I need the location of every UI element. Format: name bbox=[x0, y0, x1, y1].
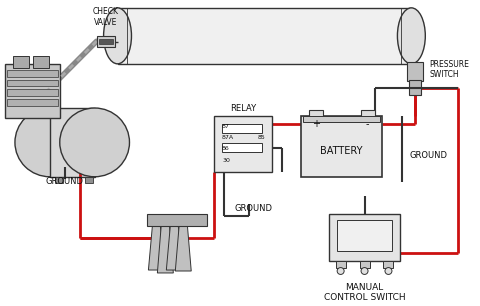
Text: PRESSURE
SWITCH: PRESSURE SWITCH bbox=[429, 60, 469, 80]
Bar bbox=[50, 108, 95, 177]
Text: 86: 86 bbox=[222, 146, 230, 151]
Text: 30: 30 bbox=[222, 158, 230, 162]
Bar bbox=[98, 39, 112, 44]
Bar bbox=[96, 36, 115, 47]
Bar bbox=[55, 177, 63, 183]
Bar bbox=[408, 62, 423, 81]
Text: MANUAL
CONTROL SWITCH: MANUAL CONTROL SWITCH bbox=[324, 283, 406, 302]
Bar bbox=[222, 124, 262, 132]
Bar bbox=[7, 99, 58, 106]
Bar bbox=[309, 110, 323, 118]
Bar bbox=[409, 80, 421, 95]
Bar bbox=[7, 70, 58, 76]
Polygon shape bbox=[157, 224, 173, 273]
Polygon shape bbox=[167, 226, 182, 270]
Text: GROUND: GROUND bbox=[235, 204, 273, 213]
Circle shape bbox=[337, 267, 344, 274]
Text: GROUND: GROUND bbox=[46, 177, 84, 186]
Circle shape bbox=[385, 267, 392, 274]
Bar bbox=[303, 116, 381, 122]
Bar bbox=[7, 89, 58, 96]
Bar bbox=[222, 143, 262, 152]
Ellipse shape bbox=[397, 8, 425, 64]
Circle shape bbox=[361, 267, 368, 274]
Bar bbox=[214, 116, 272, 172]
Bar bbox=[301, 116, 383, 177]
Bar bbox=[147, 214, 207, 226]
Text: 87A: 87A bbox=[222, 135, 234, 140]
Bar bbox=[360, 261, 370, 268]
Bar bbox=[50, 108, 95, 177]
Text: -: - bbox=[366, 119, 369, 129]
Bar bbox=[118, 8, 411, 64]
Bar bbox=[336, 220, 393, 251]
Bar bbox=[5, 64, 60, 118]
Text: BATTERY: BATTERY bbox=[320, 146, 363, 156]
Text: 87: 87 bbox=[222, 124, 230, 129]
Bar bbox=[329, 214, 400, 261]
Ellipse shape bbox=[60, 108, 130, 177]
Bar bbox=[33, 56, 49, 68]
Text: 85: 85 bbox=[258, 135, 266, 140]
Polygon shape bbox=[175, 224, 191, 271]
Bar bbox=[13, 56, 29, 68]
Bar bbox=[360, 110, 374, 118]
Text: +: + bbox=[312, 119, 320, 129]
Bar bbox=[84, 177, 93, 183]
Bar bbox=[384, 261, 394, 268]
Text: CHECK
VALVE: CHECK VALVE bbox=[93, 7, 119, 27]
Text: GROUND: GROUND bbox=[409, 151, 447, 160]
Bar bbox=[336, 261, 346, 268]
Ellipse shape bbox=[15, 108, 84, 177]
Bar bbox=[7, 80, 58, 86]
Polygon shape bbox=[148, 226, 164, 270]
Ellipse shape bbox=[104, 8, 132, 64]
Text: RELAY: RELAY bbox=[230, 104, 256, 114]
